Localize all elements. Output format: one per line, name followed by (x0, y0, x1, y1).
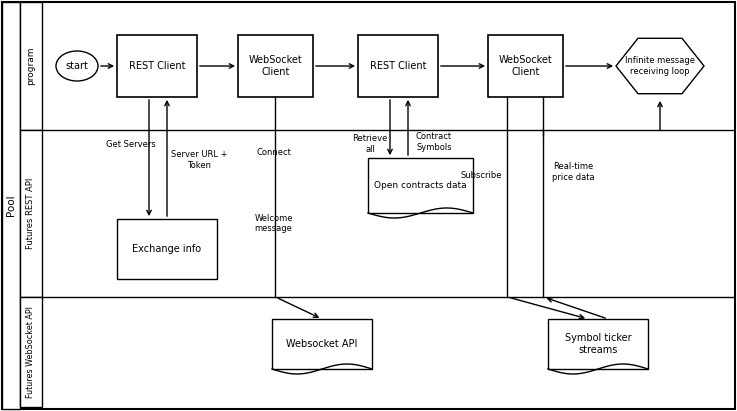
FancyBboxPatch shape (488, 35, 563, 97)
Text: Open contracts data: Open contracts data (374, 181, 467, 190)
FancyBboxPatch shape (2, 2, 20, 409)
FancyBboxPatch shape (20, 130, 42, 297)
Text: Connect: Connect (256, 148, 291, 157)
Text: start: start (66, 61, 88, 71)
FancyBboxPatch shape (117, 35, 197, 97)
FancyBboxPatch shape (20, 297, 42, 407)
Text: Infinite message
receiving loop: Infinite message receiving loop (625, 56, 695, 76)
Ellipse shape (56, 51, 98, 81)
Text: WebSocket
Client: WebSocket Client (248, 55, 302, 77)
Text: Futures WebSocket API: Futures WebSocket API (27, 306, 35, 398)
FancyBboxPatch shape (238, 35, 313, 97)
Text: WebSocket
Client: WebSocket Client (499, 55, 552, 77)
FancyBboxPatch shape (272, 319, 372, 369)
Text: Symbol ticker
streams: Symbol ticker streams (565, 333, 632, 355)
FancyBboxPatch shape (117, 219, 217, 279)
Text: Contract
Symbols: Contract Symbols (416, 132, 452, 152)
Text: Subscribe: Subscribe (461, 171, 502, 180)
Text: Welcome
message: Welcome message (254, 214, 293, 233)
Text: Pool: Pool (6, 195, 16, 216)
Text: Get Servers: Get Servers (106, 139, 156, 148)
FancyBboxPatch shape (548, 319, 648, 369)
Polygon shape (616, 38, 704, 94)
Text: Retrieve
all: Retrieve all (352, 134, 388, 154)
Text: REST Client: REST Client (129, 61, 185, 71)
Text: REST Client: REST Client (370, 61, 426, 71)
Text: Real-time
price data: Real-time price data (552, 162, 595, 182)
FancyBboxPatch shape (358, 35, 438, 97)
Text: Futures REST API: Futures REST API (27, 178, 35, 249)
Text: Server URL +
Token: Server URL + Token (171, 150, 227, 170)
Text: program: program (27, 47, 35, 85)
FancyBboxPatch shape (368, 158, 473, 213)
Text: Websocket API: Websocket API (286, 339, 357, 349)
Text: Exchange info: Exchange info (133, 244, 201, 254)
FancyBboxPatch shape (20, 2, 42, 130)
